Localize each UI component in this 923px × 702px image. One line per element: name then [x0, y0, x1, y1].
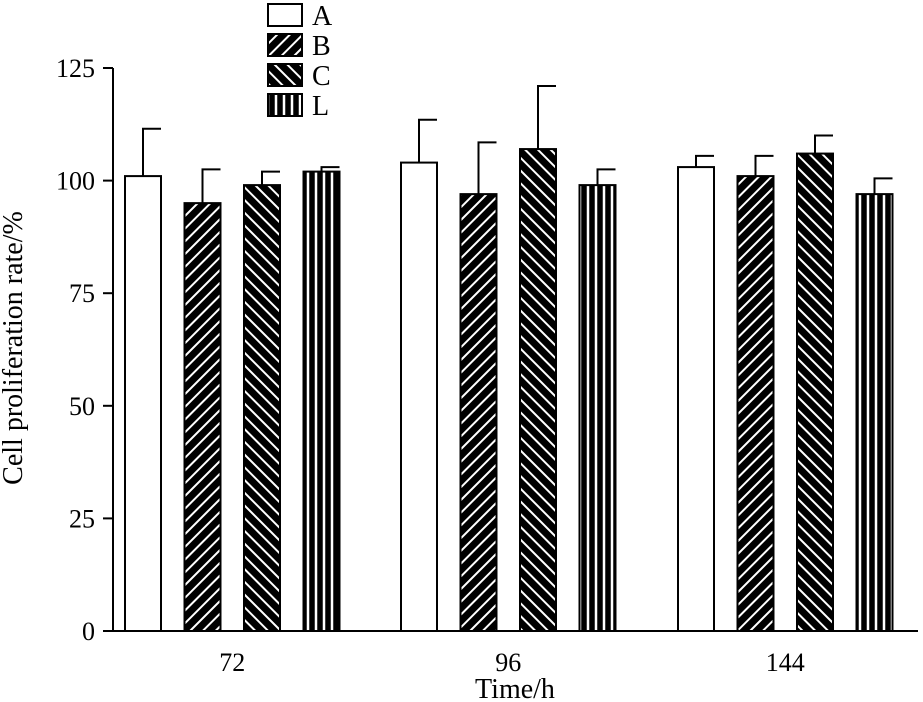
legend-swatch-B — [267, 33, 303, 57]
legend-label-L: L — [312, 91, 329, 122]
legend-swatch-C — [267, 63, 303, 87]
bar-B-96 — [459, 193, 498, 632]
x-tick-label: 72 — [219, 648, 245, 677]
legend-label-B: B — [312, 31, 331, 62]
y-tick-label: 50 — [69, 392, 95, 421]
x-tick-label: 96 — [495, 648, 521, 677]
bar-C-144 — [796, 152, 834, 633]
y-tick-label: 75 — [69, 279, 95, 308]
bar-A-72 — [124, 175, 162, 632]
legend-swatch-A — [267, 3, 303, 27]
bar-B-72 — [183, 202, 222, 632]
x-ticks: 72 96 144 — [219, 648, 805, 677]
bar-C-96 — [519, 148, 557, 633]
bar-A-144 — [677, 166, 715, 632]
y-tick-label: 125 — [56, 54, 95, 83]
bar-A-96 — [400, 161, 438, 632]
y-tick-label: 100 — [56, 167, 95, 196]
x-tick-label: 144 — [766, 648, 805, 677]
bar-C-72 — [243, 184, 281, 632]
bar-L-72 — [302, 170, 341, 632]
legend-label-C: C — [312, 61, 331, 92]
bar-L-96 — [578, 184, 617, 632]
y-tick-label: 0 — [82, 617, 95, 646]
bar-L-144 — [855, 193, 894, 632]
x-axis-title: Time/h — [475, 674, 555, 702]
y-axis-title: Cell proliferation rate/% — [0, 211, 29, 485]
legend-label-A: A — [312, 1, 333, 32]
bar-B-144 — [736, 175, 775, 632]
legend-swatch-L — [267, 93, 303, 117]
bars — [124, 85, 894, 633]
y-tick-label: 25 — [69, 504, 95, 533]
y-ticks: 0 25 50 75 100 125 — [56, 54, 113, 646]
